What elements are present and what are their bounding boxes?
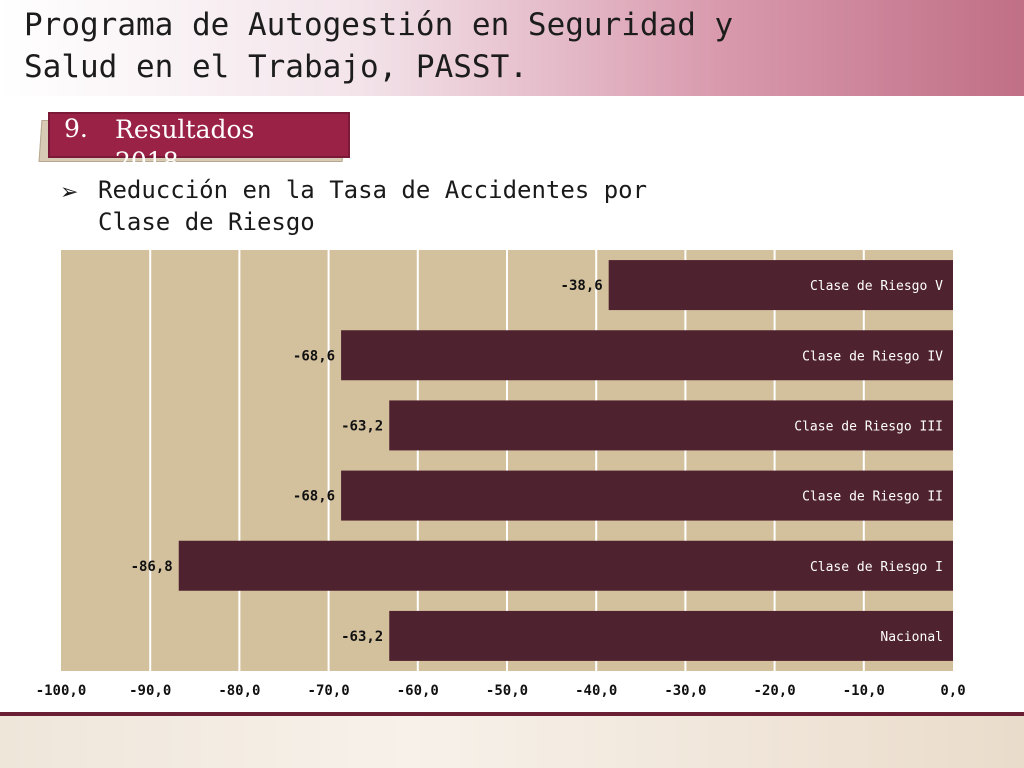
data-label: -63,2 [341,629,383,645]
bar-chart: -38,6 Clase de Riesgo V -68,6 Clase de Ries… [36,250,966,699]
bar [389,400,954,451]
x-tick-label: -30,0 [664,683,706,699]
bar [341,470,953,521]
x-tick-label: -100,0 [36,683,87,699]
bullet-text: Reducción en la Tasa de Accidentes por C… [98,176,648,236]
bar [178,540,953,591]
header-band [0,0,1024,96]
data-label: -68,6 [293,489,335,505]
data-label: -68,6 [293,348,335,364]
section-title: Resultados 2018 [115,115,255,176]
gridlines [149,250,865,671]
section-tab [48,112,350,158]
category-label: Clase de Riesgo IV [802,349,943,364]
footer-line [0,712,1024,717]
section-number: 9. [64,114,88,143]
x-tick-label: -40,0 [575,683,617,699]
x-tick-label: -50,0 [486,683,528,699]
page-title: Programa de Autogestión en Seguridad y S… [24,7,734,85]
x-tick-label: -10,0 [843,683,885,699]
category-label: Clase de Riesgo I [810,560,943,575]
x-tick-label: -60,0 [397,683,439,699]
bar [341,330,953,381]
x-tick-label: 0,0 [940,683,965,699]
footer-band [0,716,1024,768]
bar [389,610,954,661]
category-label: Clase de Riesgo III [794,419,943,434]
data-label: -63,2 [341,418,383,434]
data-label: -86,8 [131,559,173,575]
x-tick-label: -70,0 [308,683,350,699]
x-tick-label: -20,0 [754,683,796,699]
bars: -38,6 Clase de Riesgo V -68,6 Clase de Ries… [131,260,954,661]
category-label: Nacional [880,630,943,645]
category-label: Clase de Riesgo V [810,279,943,294]
category-label: Clase de Riesgo II [802,490,943,505]
bullet-arrow-icon: ➢ [60,180,79,205]
bar [608,260,953,311]
x-axis-ticks: -100,0 -90,0 -80,0 -70,0 -60,0 -50,0 -40,0 -30,… [36,683,966,699]
x-tick-label: -90,0 [129,683,171,699]
x-tick-label: -80,0 [218,683,260,699]
data-label: -38,6 [561,278,603,294]
